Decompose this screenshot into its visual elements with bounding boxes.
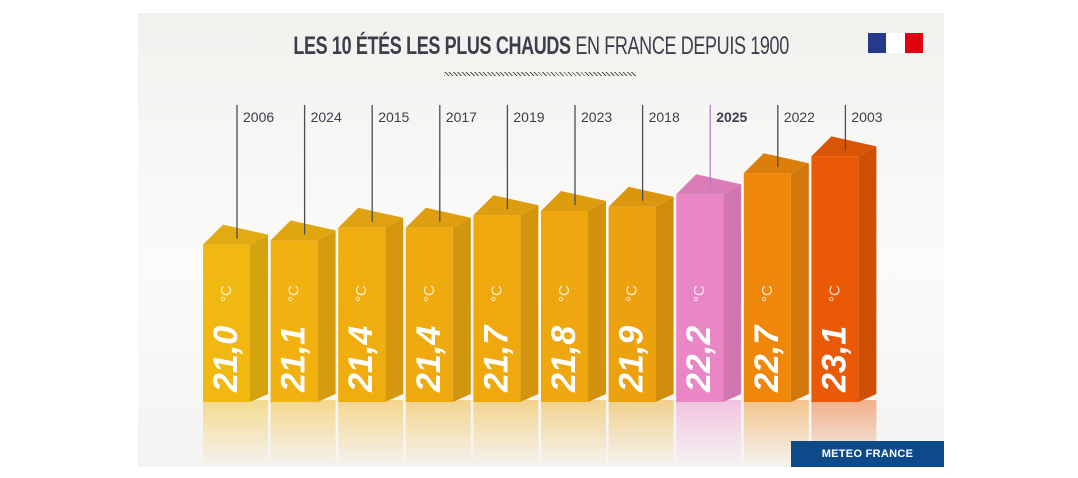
bar-reflection [405,400,471,467]
bar-top-2015 [338,207,404,228]
value-label: 21,1 [275,326,313,393]
bar-2025 [676,194,724,402]
bar-2018 [608,206,656,402]
republique-francaise-logo [868,33,923,53]
unit-label: °C [488,285,505,302]
bar-reflection [270,400,336,467]
value-label: 23,1 [815,326,853,393]
year-label: 2024 [311,109,342,125]
value-label: 21,9 [613,326,651,393]
bar-side-2003 [858,146,877,402]
unit-label: °C [759,285,776,302]
bar-top-2018 [608,186,674,207]
bar-side-2024 [317,230,336,402]
bar-2024 [270,240,318,402]
year-label: 2023 [581,109,612,125]
bar-reflection [338,400,404,467]
year-label: 2018 [649,109,680,125]
unit-label: °C [624,285,641,302]
bar-side-2015 [385,217,404,402]
year-label: 2003 [851,109,882,125]
bar-top-2017 [405,207,471,228]
bar-side-2023 [588,201,606,402]
infographic-card: LES 10 ÉTÉS LES PLUS CHAUDS EN FRANCE DE… [138,13,944,467]
value-label: 21,0 [207,326,245,393]
bar-2006 [203,244,250,402]
unit-label: °C [691,285,708,302]
bar-2017 [405,227,453,402]
bar-top-2006 [203,224,268,245]
bar-side-2018 [655,196,674,402]
bar-2019 [473,215,521,402]
unit-label: °C [421,285,438,302]
value-label: 21,8 [545,326,583,393]
bar-side-2025 [723,184,742,402]
bar-reflection [541,400,606,467]
year-label: 2015 [378,109,409,125]
bar-reflection [676,400,742,467]
unit-label: °C [353,285,370,302]
value-label: 21,4 [342,326,380,393]
chart-title: LES 10 ÉTÉS LES PLUS CHAUDS EN FRANCE DE… [138,32,944,61]
bar-top-2023 [541,191,606,211]
year-label: 2025 [716,109,747,125]
unit-label: °C [556,285,573,302]
source-badge: METEO FRANCE [791,441,944,467]
year-label: 2022 [784,109,815,125]
bar-reflection [473,400,539,467]
bar-reflection [608,400,674,467]
unit-label: °C [286,285,303,302]
bar-side-2022 [790,163,809,402]
bar-side-2017 [452,217,471,402]
bar-2015 [338,227,386,402]
value-label: 21,4 [410,326,448,393]
title-underline [444,72,636,76]
bar-top-2024 [270,220,336,241]
bar-top-2022 [743,153,809,174]
unit-label: °C [826,285,843,302]
year-label: 2017 [446,109,477,125]
bar-2003 [811,156,859,402]
bar-side-2006 [250,234,268,402]
title-regular: EN FRANCE DEPUIS 1900 [575,32,789,60]
title-bold: LES 10 ÉTÉS LES PLUS CHAUDS [293,32,571,60]
bar-2022 [743,173,791,402]
unit-label: °C [218,285,235,302]
year-label: 2006 [243,109,274,125]
bar-top-2003 [811,136,877,157]
value-label: 22,2 [680,326,718,393]
bar-side-2019 [520,205,539,402]
bar-top-2019 [473,195,539,216]
value-label: 21,7 [477,324,515,393]
bar-reflection [203,400,268,467]
value-label: 22,7 [748,324,786,393]
bar-chart: 2006 21,0 °C 2024 21,1 °C 2015 21,4 °C 2017 21,4 °C… [203,105,883,467]
bar-2023 [541,211,588,402]
year-label: 2019 [513,109,544,125]
bar-top-2025 [676,174,742,195]
